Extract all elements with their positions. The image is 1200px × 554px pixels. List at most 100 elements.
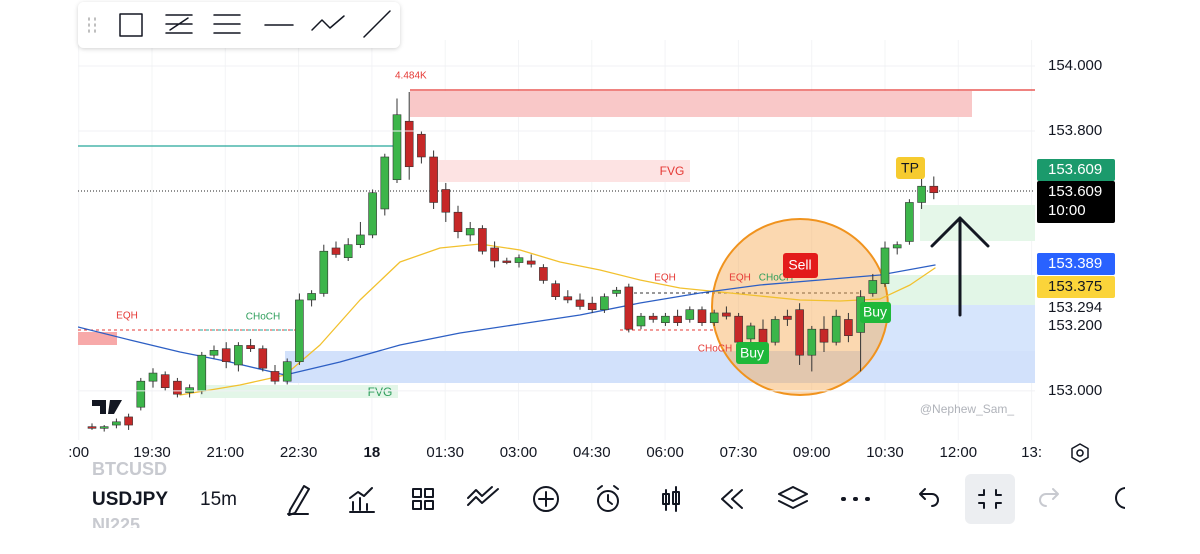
candle-body [831,315,841,343]
settings-icon[interactable] [1071,443,1089,463]
price-tag [1037,181,1115,223]
buy-label: Buy [740,345,764,361]
add-icon[interactable] [533,486,559,512]
y-tick-label: 154.000 [1048,57,1102,74]
alert-icon[interactable] [597,490,619,512]
x-tick-label: 03:00 [500,444,538,461]
candle-body [136,380,146,408]
candle-body [246,345,255,349]
candle-body [844,319,853,336]
moving-average [179,243,936,396]
candle-body [795,309,804,356]
fib-tool[interactable] [165,14,193,34]
candle-body [295,299,304,362]
x-tick-label: 19:30 [133,444,171,461]
draw-icon[interactable] [287,485,310,516]
candle-body [173,380,182,395]
indicators-icon[interactable] [349,487,375,513]
path-tool[interactable] [311,15,345,31]
price-tag [1037,276,1115,298]
drag-handle[interactable] [88,17,96,33]
candle-body [417,133,426,158]
candle-body [270,371,280,382]
fullscreen-button[interactable] [965,474,1015,524]
candle-body [539,267,548,281]
prev-symbol[interactable]: BTCUSD [92,459,167,479]
tv-logo [92,400,122,414]
candle-body [709,312,719,323]
candle-body [636,315,646,327]
candle-body [124,416,133,426]
chart-type-icon[interactable] [662,486,680,512]
eqh-label: EQH [654,273,676,284]
candle-body [307,293,316,301]
candle-body [880,247,890,285]
next-symbol[interactable]: NI225 [92,515,140,535]
y-tick-label: 153.800 [1048,122,1102,139]
candle-body [343,244,353,259]
price-tag-label: 153.609 [1048,183,1102,200]
fib-ext-tool[interactable] [213,14,241,34]
candle-body [429,156,438,203]
x-tick-label: 06:00 [646,444,684,461]
annotations: 4.484K FVG FVG EQH EQH EQH CHoCH CHoCH C… [92,71,1014,416]
choch-label: CHoCH [246,312,280,323]
x-tick-label: 09:00 [793,444,831,461]
rectangle-tool[interactable] [119,13,143,37]
candle-body [685,309,695,320]
candle-body [917,185,926,203]
sell-label: Sell [788,257,811,273]
replay-icon[interactable] [721,489,743,509]
candle-body [746,325,756,340]
candle-body [734,315,743,343]
x-tick-label: 04:30 [573,444,611,461]
choch-label: CHoCH [759,273,793,284]
buy-badge [736,342,769,364]
candle-body [441,189,451,213]
candle-body [868,280,878,294]
candle-body [392,114,402,181]
x-tick-label: 07:30 [720,444,758,461]
interval[interactable]: 15m [200,489,237,510]
fvg-zone [200,385,398,398]
compare-icon[interactable] [467,486,499,506]
x-tick-label: 18 [364,444,381,461]
trendline-tool[interactable] [363,10,391,38]
drawing-toolbar [78,2,400,48]
candle-body [673,315,682,323]
toolbar-bg [78,2,400,48]
undo-icon[interactable] [919,488,939,507]
candles [87,91,939,432]
layout-icon[interactable] [412,488,434,510]
redo-icon[interactable] [1039,488,1059,507]
bottom-bar: BTCUSD USDJPY NI225 15m [92,459,1136,535]
account-icon[interactable] [1115,487,1136,509]
layers-icon[interactable] [778,486,808,509]
candle-body [87,426,97,429]
candle-body [661,315,670,323]
candle-body [929,185,939,194]
candle-body [356,234,365,246]
candle-body [587,302,597,310]
candle-body [502,260,512,263]
candle-body [905,202,914,242]
arrow-up [930,216,990,317]
tp-label: TP [901,160,919,176]
candle-body [892,244,902,249]
x-tick-label: :00 [68,444,89,461]
symbol[interactable]: USDJPY [92,489,168,510]
candle-body [112,421,121,426]
candle-body [575,299,585,307]
candle-body [404,120,414,168]
candle-body [624,286,634,330]
candle-body [99,426,109,429]
price-tags: 153.609 153.609 10:00 153.389 153.375 15… [1037,159,1115,334]
volume-label: 4.484K [395,71,427,82]
y-tick-label: 153.000 [1048,382,1102,399]
candle-body [185,387,194,393]
choch-label: CHoCH [698,344,732,355]
x-tick-label: 13: [1021,444,1042,461]
candle-body [563,296,573,301]
supply-zone [78,332,117,345]
candle-body [478,228,487,252]
